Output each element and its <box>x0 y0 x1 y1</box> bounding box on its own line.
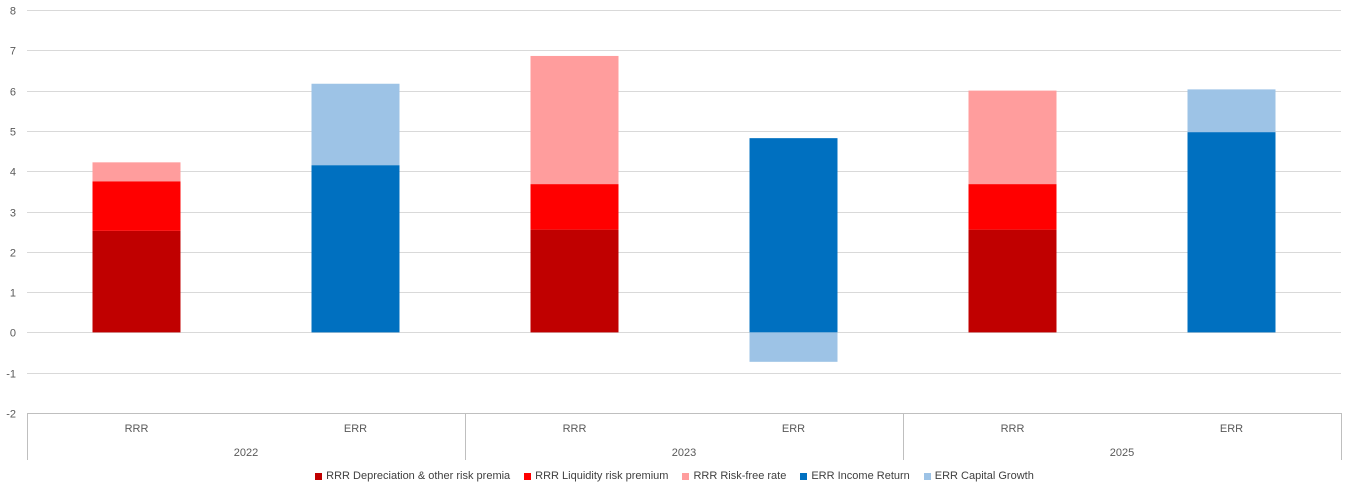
y-tick-label: 4 <box>10 167 16 179</box>
category-axis: RRR ERR RRR ERR RRR ERR 2022 2023 2025 <box>27 413 1342 460</box>
legend-swatch <box>682 472 690 480</box>
bar-segment <box>1187 89 1276 133</box>
legend-swatch <box>800 472 808 480</box>
legend-label: RRR Depreciation & other risk premia <box>326 470 511 482</box>
legend-swatch <box>923 472 931 480</box>
bar-segment <box>530 229 619 333</box>
bar-segment <box>749 332 838 362</box>
legend-item: ERR Capital Growth <box>923 470 1034 482</box>
legend-label: RRR Risk-free rate <box>693 470 787 482</box>
legend-swatch <box>524 472 532 480</box>
y-tick-label: 2 <box>10 248 16 260</box>
y-tick-label: 7 <box>10 46 16 58</box>
legend-item: RRR Depreciation & other risk premia <box>315 470 510 482</box>
bar-segment <box>968 229 1057 333</box>
legend-label: ERR Income Return <box>811 470 910 482</box>
y-tick-label: 8 <box>10 6 16 18</box>
gridlines <box>27 10 1341 414</box>
legend-label: RRR Liquidity risk premium <box>535 470 669 482</box>
bar-segment <box>968 184 1057 230</box>
bar-segment <box>749 138 838 333</box>
legend: RRR Depreciation & other risk premia RRR … <box>0 470 1349 482</box>
y-tick-label: 6 <box>10 87 16 99</box>
group-label: 2022 <box>234 447 258 459</box>
y-axis-tick-labels: -2 -1 0 1 2 3 4 5 6 7 8 <box>6 6 16 421</box>
category-label: RRR <box>563 423 587 435</box>
bar-segment <box>311 165 400 333</box>
category-label: RRR <box>125 423 149 435</box>
legend-item: ERR Income Return <box>800 470 910 482</box>
y-tick-label: 1 <box>10 288 16 300</box>
category-label: RRR <box>1001 423 1025 435</box>
bar-segment <box>92 162 181 182</box>
group-label: 2025 <box>1110 447 1134 459</box>
y-tick-label: -1 <box>6 369 16 381</box>
legend-label: ERR Capital Growth <box>934 470 1034 482</box>
legend-item: RRR Risk-free rate <box>682 470 786 482</box>
stacked-bar-chart: -2 -1 0 1 2 3 4 5 6 7 8 RRR ERR RRR ERR RRR ERR 2022 2023… <box>6 6 1342 460</box>
bar-segment <box>968 90 1057 185</box>
category-label: ERR <box>1220 423 1243 435</box>
y-tick-label: 3 <box>10 208 16 220</box>
legend-item: RRR Liquidity risk premium <box>524 470 668 482</box>
group-label: 2023 <box>672 447 696 459</box>
bar-segment <box>1187 132 1276 333</box>
y-tick-label: 5 <box>10 127 16 139</box>
y-tick-label: -2 <box>6 409 16 421</box>
bar-segments <box>92 55 1276 362</box>
category-label: ERR <box>344 423 367 435</box>
bar-segment <box>92 230 181 333</box>
category-label: ERR <box>782 423 805 435</box>
legend-swatch <box>315 472 323 480</box>
bar-segment <box>92 181 181 231</box>
bar-segment <box>530 55 619 185</box>
bar-segment <box>530 184 619 230</box>
bar-segment <box>311 83 400 166</box>
y-tick-label: 0 <box>10 328 16 340</box>
